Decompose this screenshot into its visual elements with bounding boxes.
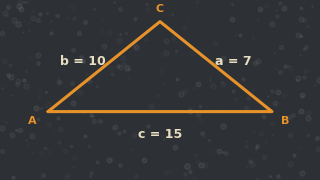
Text: a = 7: a = 7 — [215, 55, 252, 68]
Text: C: C — [156, 4, 164, 14]
Text: B: B — [281, 116, 289, 126]
Text: c = 15: c = 15 — [138, 129, 182, 141]
Text: A: A — [28, 116, 36, 126]
Text: b = 10: b = 10 — [60, 55, 106, 68]
